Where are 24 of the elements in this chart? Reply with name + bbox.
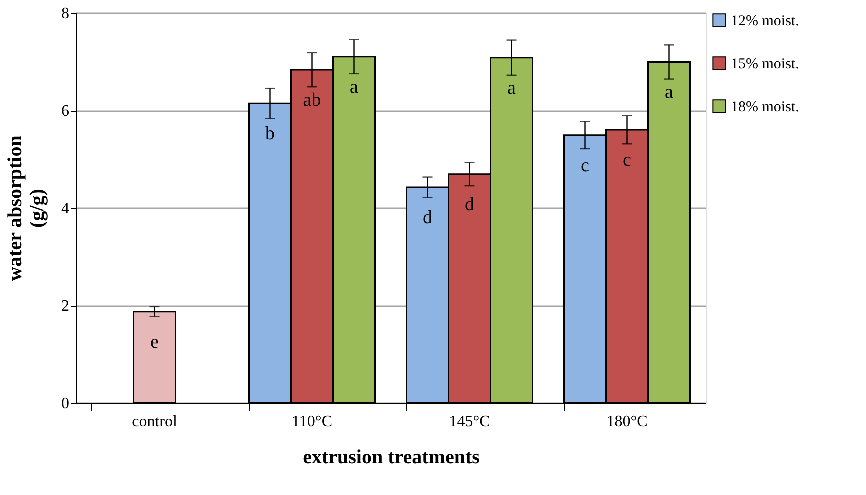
data-label: d — [423, 208, 433, 229]
y-tick-label: 8 — [62, 6, 70, 22]
x-tick-label: 110°C — [292, 414, 332, 430]
legend-label: 18% moist. — [731, 100, 800, 116]
legend-label: 12% moist. — [731, 14, 800, 30]
data-label: e — [150, 332, 159, 353]
data-label: d — [465, 194, 475, 216]
data-label: c — [623, 150, 632, 171]
data-label: b — [266, 124, 275, 145]
y-tick-label: 0 — [62, 396, 70, 412]
data-label: a — [350, 76, 360, 98]
x-tick-label: 145°C — [449, 414, 490, 430]
legend-label: 15% moist. — [731, 56, 800, 72]
data-label: a — [508, 78, 517, 99]
y-tick-label: 2 — [62, 298, 70, 315]
x-tick-label: control — [132, 414, 178, 430]
y-tick-label: 6 — [62, 103, 70, 120]
y-axis-title: water absorption (g/g) — [4, 136, 48, 282]
data-label: c — [581, 155, 590, 176]
x-tick-label: 180°C — [606, 414, 648, 430]
y-tick-label: 4 — [62, 200, 70, 218]
data-label: a — [665, 82, 674, 104]
data-label: ab — [303, 90, 322, 112]
x-axis-title: extrusion treatments — [303, 446, 480, 468]
